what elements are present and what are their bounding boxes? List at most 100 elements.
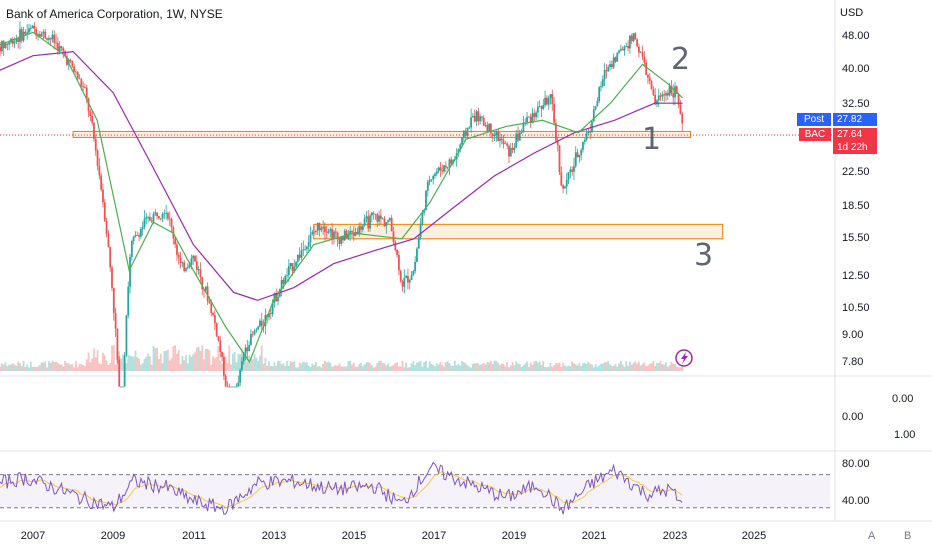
candle-body [600, 86, 602, 88]
volume-bar [455, 365, 458, 371]
volume-bar [38, 364, 41, 371]
volume-bar [464, 363, 467, 371]
volume-bar [538, 361, 541, 371]
candle-body [37, 34, 39, 36]
candle-body [582, 141, 584, 150]
volume-bar [356, 366, 359, 371]
volume-bar [195, 347, 198, 371]
candle-body [619, 48, 622, 51]
volume-bar [179, 364, 182, 371]
candle-body [345, 230, 348, 239]
candle-body [15, 38, 18, 42]
candle-body [403, 277, 406, 287]
candle-body [471, 115, 474, 118]
volume-bar [163, 351, 166, 371]
candle-body [500, 138, 503, 141]
support-zone-3 [313, 223, 724, 240]
volume-bar [235, 362, 238, 371]
volume-bar [260, 345, 263, 371]
candle-body [468, 127, 471, 129]
candle-body [100, 175, 103, 190]
volume-bar [75, 361, 77, 371]
volume-bar [441, 364, 444, 371]
candle-body [89, 111, 92, 116]
candle-body [168, 218, 171, 220]
candle-body [499, 138, 501, 141]
post-value-badge: 27.82 [833, 113, 877, 126]
candle-body [28, 28, 30, 33]
volume-bar [407, 367, 409, 371]
time-tick: 2025 [741, 530, 767, 542]
volume-bar [556, 363, 559, 371]
annotation-1[interactable]: 1 [642, 122, 662, 157]
candle-body [26, 32, 29, 34]
volume-bar [318, 365, 321, 371]
volume-bar [625, 361, 628, 371]
volume-bar [506, 362, 509, 371]
volume-bar [605, 362, 608, 371]
volume-bar [437, 364, 440, 371]
volume-bar [127, 354, 130, 371]
volume-bar [13, 364, 16, 371]
candle-body [432, 175, 435, 180]
candle-body [190, 258, 193, 265]
volume-bar [94, 357, 97, 371]
candle-body [325, 231, 328, 233]
b-button[interactable]: B [904, 530, 912, 542]
volume-bar [383, 363, 386, 371]
candle-body [246, 347, 249, 352]
flash-icon[interactable] [675, 349, 693, 367]
volume-bar [583, 362, 586, 371]
candle-body [24, 31, 27, 34]
volume-bar [53, 362, 56, 371]
volume-bar [221, 363, 223, 371]
candle-body [132, 236, 135, 242]
candle-body [11, 38, 14, 44]
candle-body [623, 46, 626, 51]
candle-body [313, 231, 316, 233]
annotation-2[interactable]: 2 [671, 42, 691, 77]
candle-body [194, 255, 196, 262]
candle-body [336, 232, 339, 239]
volume-bar [394, 363, 397, 371]
candle-body [388, 218, 391, 221]
candle-body [159, 218, 162, 220]
candle-body [248, 345, 251, 352]
volume-bar [623, 366, 626, 371]
candle-body [601, 79, 604, 87]
volume-bar [69, 364, 72, 371]
volume-bar [143, 358, 146, 371]
volume-bar [239, 354, 242, 371]
candle-body [291, 262, 294, 272]
chart-title: Bank of America Corporation, 1W, NYSE [6, 7, 223, 21]
volume-bar [381, 362, 384, 371]
candle-body [414, 261, 417, 272]
candle-body [179, 257, 182, 264]
volume-bar [315, 361, 317, 371]
support-zones[interactable] [72, 130, 724, 240]
volume-bar [55, 361, 57, 371]
candle-body [545, 97, 548, 105]
volume-bar [627, 365, 629, 371]
annotation-3[interactable]: 3 [694, 238, 714, 273]
volume-bar [488, 362, 491, 371]
candle-body [177, 254, 180, 258]
volume-bar [269, 365, 272, 371]
candle-body [208, 300, 211, 304]
candle-body [255, 329, 258, 331]
candle-body [663, 94, 666, 96]
volume-bar [132, 356, 135, 371]
volume-bar [215, 357, 218, 371]
candle-body [107, 233, 110, 247]
candle-body [134, 235, 137, 237]
volume-bar [493, 360, 496, 371]
auto-scale-button[interactable]: A [868, 530, 876, 542]
candle-body [378, 215, 380, 222]
volume-bar [338, 363, 341, 371]
volume-bar [607, 361, 610, 371]
volume-bar [529, 362, 532, 371]
candle-body [80, 79, 83, 87]
volume-bar [471, 363, 474, 371]
candle-body [47, 38, 50, 40]
